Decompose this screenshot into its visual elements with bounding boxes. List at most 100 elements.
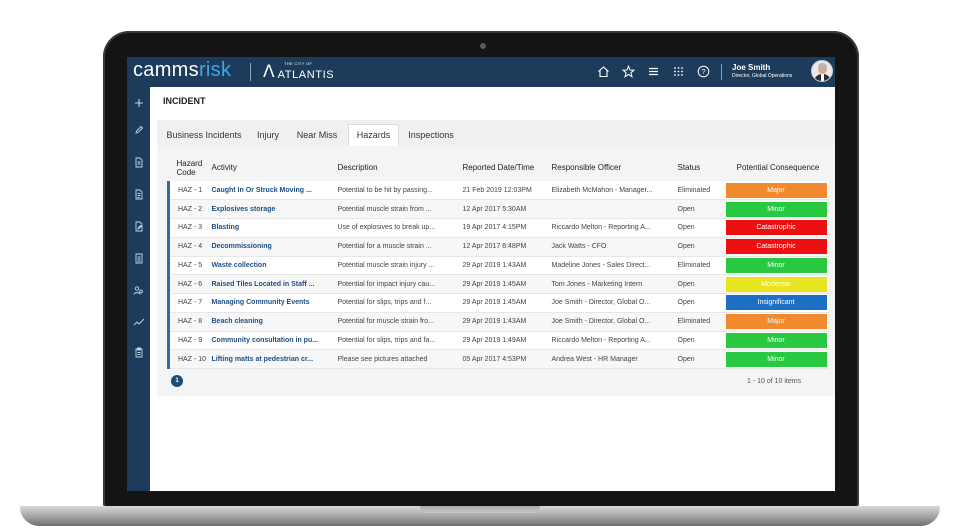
menu-icon[interactable] xyxy=(645,63,661,79)
table-row[interactable]: HAZ - 5 Waste collection Potential muscle … xyxy=(167,256,829,276)
reported-date-cell: 12 Apr 2017 8:48PM xyxy=(458,237,548,257)
report-icon[interactable] xyxy=(127,154,150,170)
table-row[interactable]: HAZ - 2 Explosives storage Potential muscl… xyxy=(167,199,829,219)
tab-bar xyxy=(157,120,835,146)
consequence-badge: Minor xyxy=(725,201,827,217)
top-icon-group: ? xyxy=(595,63,711,79)
consequence-badge: Insignificant xyxy=(725,295,827,311)
activity-link[interactable]: Decommissioning xyxy=(207,237,334,257)
table-row[interactable]: HAZ - 9 Community consultation in pu... Po… xyxy=(167,331,829,351)
potential-consequence-cell: Minor xyxy=(723,331,829,351)
tab-business-incidents[interactable]: Business Incidents xyxy=(166,130,242,140)
document-icon[interactable] xyxy=(127,186,150,202)
add-icon[interactable] xyxy=(127,95,150,111)
potential-consequence-cell: Minor xyxy=(723,256,829,276)
potential-consequence-cell: Major xyxy=(723,181,829,201)
city-logo-icon: Ʌ xyxy=(263,62,275,82)
camms-risk-logo[interactable]: cammsrisk xyxy=(133,59,232,81)
tab-near-miss[interactable]: Near Miss xyxy=(296,130,338,140)
responsible-officer-cell: Joe Smith - Director, Global O... xyxy=(547,312,674,332)
page-title: INCIDENT xyxy=(163,96,206,106)
reported-date-cell: 29 Apr 2019 1:43AM xyxy=(458,312,548,332)
potential-consequence-cell: Catastrophic xyxy=(723,218,829,238)
star-icon[interactable] xyxy=(620,63,636,79)
column-header-reported-date[interactable]: Reported Date/Time xyxy=(458,154,548,181)
help-icon[interactable]: ? xyxy=(695,63,711,79)
pagination-page-button[interactable]: 1 xyxy=(171,375,183,387)
status-cell: Eliminated xyxy=(673,181,724,201)
clipboard-icon[interactable] xyxy=(127,344,150,360)
table-row[interactable]: HAZ - 3 Blasting Use of explosives to brea… xyxy=(167,218,829,238)
table-header-row: Hazard Code Activity Description Reporte… xyxy=(168,154,829,181)
description-cell: Please see pictures attached xyxy=(333,349,459,369)
camera-icon xyxy=(480,43,486,49)
tab-inspections[interactable]: Inspections xyxy=(408,130,454,140)
tab-injury[interactable]: Injury xyxy=(256,130,279,140)
activity-link[interactable]: Community consultation in pu... xyxy=(207,331,334,351)
hazard-code-cell: HAZ - 4 xyxy=(167,237,208,257)
status-cell: Open xyxy=(673,199,724,219)
activity-link[interactable]: Lifting matts at pedestrian cr... xyxy=(207,349,334,369)
table-row[interactable]: HAZ - 1 Caught In Or Struck Moving ... Pot… xyxy=(167,181,829,201)
activity-link[interactable]: Waste collection xyxy=(207,256,334,276)
hazard-code-cell: HAZ - 5 xyxy=(167,256,208,276)
apps-grid-icon[interactable] xyxy=(670,63,686,79)
potential-consequence-cell: Major xyxy=(723,312,829,332)
hazard-code-cell: HAZ - 2 xyxy=(167,199,208,219)
avatar[interactable] xyxy=(811,60,833,82)
reported-date-cell: 19 Apr 2017 4:15PM xyxy=(458,218,548,238)
hazards-grid: Hazard Code Activity Description Reporte… xyxy=(157,146,835,396)
table-row[interactable]: HAZ - 10 Lifting matts at pedestrian cr..… xyxy=(167,349,829,369)
user-name[interactable]: Joe Smith xyxy=(732,63,771,72)
table-row[interactable]: HAZ - 8 Beach cleaning Potential for muscl… xyxy=(167,312,829,332)
column-header-potential-consequence[interactable]: Potential Consequence xyxy=(723,154,829,181)
column-header-status[interactable]: Status xyxy=(673,154,724,181)
activity-link[interactable]: Caught In Or Struck Moving ... xyxy=(207,181,334,201)
hazard-code-cell: HAZ - 10 xyxy=(167,349,208,369)
consequence-badge: Catastrophic xyxy=(725,220,827,236)
people-icon[interactable] xyxy=(127,282,150,298)
checklist-icon[interactable] xyxy=(127,250,150,266)
status-cell: Eliminated xyxy=(673,256,724,276)
activity-link[interactable]: Blasting xyxy=(207,218,334,238)
table-row[interactable]: HAZ - 6 Raised Tiles Located in Staff ...… xyxy=(167,274,829,294)
reported-date-cell: 29 Apr 2019 1:45AM xyxy=(458,274,548,294)
column-header-activity[interactable]: Activity xyxy=(207,154,334,181)
activity-link[interactable]: Raised Tiles Located in Staff ... xyxy=(207,274,334,294)
reported-date-cell: 21 Feb 2019 12:03PM xyxy=(458,181,548,201)
pagination-items-count: 1 - 10 of 10 items xyxy=(747,378,802,385)
home-icon[interactable] xyxy=(595,63,611,79)
responsible-officer-cell: Riccardo Melton - Reporting A... xyxy=(547,331,674,351)
reported-date-cell: 12 Apr 2017 5:30AM xyxy=(458,199,548,219)
potential-consequence-cell: Insignificant xyxy=(723,293,829,313)
column-header-hazard-code[interactable]: Hazard Code xyxy=(168,154,208,181)
description-cell: Potential for impact injury cau... xyxy=(333,274,459,294)
reported-date-cell: 05 Apr 2017 4:53PM xyxy=(458,349,548,369)
status-cell: Open xyxy=(673,293,724,313)
activity-link[interactable]: Managing Community Events xyxy=(207,293,334,313)
side-navigation xyxy=(127,87,150,491)
status-cell: Open xyxy=(673,349,724,369)
consequence-badge: Catastrophic xyxy=(725,239,827,255)
consequence-badge: Minor xyxy=(725,332,827,348)
table-row[interactable]: HAZ - 4 Decommissioning Potential for a mu… xyxy=(167,237,829,257)
description-cell: Potential for slips, trips and fa... xyxy=(333,331,459,351)
description-cell: Potential for muscle strain fro... xyxy=(333,312,459,332)
logo-divider xyxy=(250,63,251,81)
table-row[interactable]: HAZ - 7 Managing Community Events Potentia… xyxy=(167,293,829,313)
activity-link[interactable]: Beach cleaning xyxy=(207,312,334,332)
activity-link[interactable]: Explosives storage xyxy=(207,199,334,219)
column-header-description[interactable]: Description xyxy=(333,154,459,181)
tab-hazards[interactable]: Hazards xyxy=(348,124,399,146)
hazard-code-cell: HAZ - 1 xyxy=(167,181,208,201)
pencil-icon[interactable] xyxy=(127,122,150,138)
consequence-badge: Major xyxy=(725,182,827,198)
hazard-code-cell: HAZ - 3 xyxy=(167,218,208,238)
status-cell: Open xyxy=(673,274,724,294)
file-edit-icon[interactable] xyxy=(127,218,150,234)
reported-date-cell: 29 Apr 2019 1:43AM xyxy=(458,256,548,276)
column-header-responsible-officer[interactable]: Responsible Officer xyxy=(547,154,674,181)
hazard-code-cell: HAZ - 7 xyxy=(167,293,208,313)
consequence-badge: Minor xyxy=(725,351,827,367)
trend-icon[interactable] xyxy=(127,314,150,330)
